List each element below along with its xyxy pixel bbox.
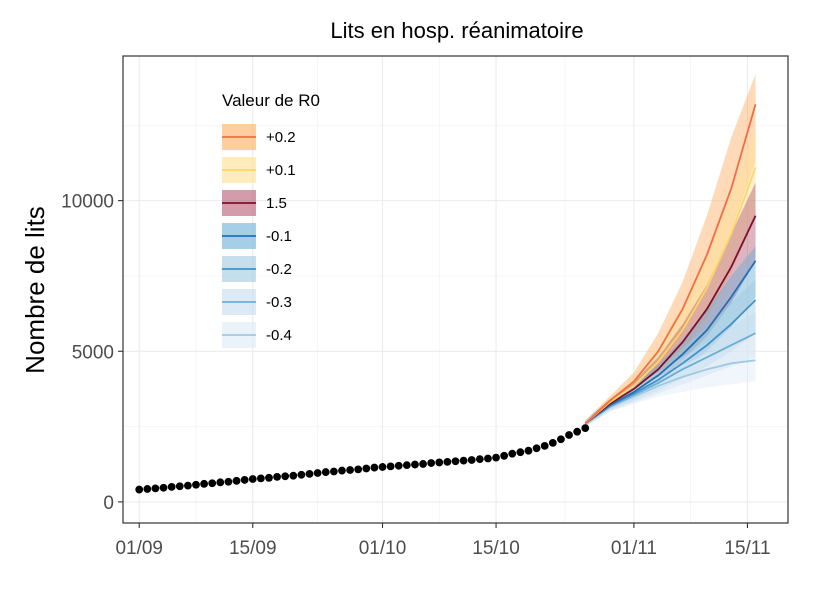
observed-point [232,476,241,485]
observed-point [411,460,419,469]
series-lines [584,103,757,425]
observed-point [435,458,444,467]
legend-label: -0.1 [266,228,292,245]
legend-label: +0.1 [266,162,296,179]
y-axis-ticks: 0 5000 10000 [61,192,123,514]
observed-point [500,451,509,460]
observed-point [540,441,549,450]
observed-point [135,485,144,494]
x-tick-label: 01/11 [611,538,657,559]
x-tick-label: 01/09 [115,538,163,559]
band-+0.1 [585,128,756,427]
observed-point [508,449,517,458]
observed-point [256,474,265,483]
observed-point [386,462,395,471]
observed-point [216,478,225,487]
observed-point [467,456,476,464]
y-axis-title: Nombre de lits [20,206,50,374]
series-line--0.3 [584,332,756,425]
observed-point [305,469,314,478]
observed-point [378,463,387,471]
plot-border [122,55,789,524]
observed-point [427,459,436,467]
x-tick-label: 01/10 [359,538,407,559]
band-1.5 [585,182,756,427]
observed-point [208,479,217,488]
y-tick-label: 10000 [61,192,114,213]
observed-point [419,460,427,468]
legend-label: -0.3 [266,294,292,311]
observed-point [370,463,379,472]
observed-point [492,453,500,462]
legend: Valeur de R0 +0.2 +0.1 1.5 -0.1 -0.2 -0.3 -0.4 [222,91,320,348]
y-tick-label: 0 [103,493,114,514]
observed-point [565,431,573,439]
observed-point [151,484,160,493]
observed-point [484,454,492,463]
observed-point [224,477,233,486]
observed-point [581,424,590,432]
observed-points [135,424,590,494]
observed-point [532,444,541,453]
observed-point [248,475,257,483]
observed-point [516,448,525,457]
observed-point [159,483,168,492]
x-axis-ticks: 01/09 15/09 01/10 15/10 01/11 15/11 [115,523,771,559]
observed-point [394,461,403,470]
series-line--0.1 [584,260,757,425]
legend-title: Valeur de R0 [222,91,320,110]
observed-point [313,469,322,477]
observed-point [143,485,152,493]
observed-point [475,455,484,464]
legend-label: +0.2 [266,129,296,146]
observed-point [265,473,273,482]
observed-point [451,457,460,466]
observed-point [240,476,249,484]
observed-point [362,464,371,473]
legend-label: 1.5 [266,195,287,212]
observed-point [281,472,290,481]
x-tick-label: 15/11 [724,538,770,559]
observed-point [459,456,468,465]
series-line-1.5 [584,215,757,425]
band-+0.2 [585,74,756,427]
observed-point [200,479,208,488]
observed-point [192,480,200,489]
observed-point [346,466,354,474]
legend-label: -0.2 [266,261,292,278]
observed-point [402,461,411,470]
series-line-+0.2 [584,103,757,425]
observed-point [548,438,557,447]
observed-point [321,468,330,476]
observed-point [289,471,298,480]
observed-point [175,482,184,491]
chart-title: Lits en hosp. réanimatoire [330,18,583,43]
y-tick-label: 5000 [72,342,114,363]
observed-point [338,466,346,475]
legend-label: -0.4 [266,327,292,344]
observed-point [183,481,192,490]
observed-point [443,457,452,466]
series-line-+0.1 [584,167,757,425]
observed-point [297,470,306,479]
observed-point [573,427,582,436]
x-tick-label: 15/10 [472,538,520,559]
observed-point [273,473,281,481]
observed-point [354,465,363,474]
x-tick-label: 15/09 [229,538,277,559]
observed-point [557,435,565,444]
observed-point [329,467,338,476]
observed-point [524,446,533,455]
observed-point [167,482,176,491]
